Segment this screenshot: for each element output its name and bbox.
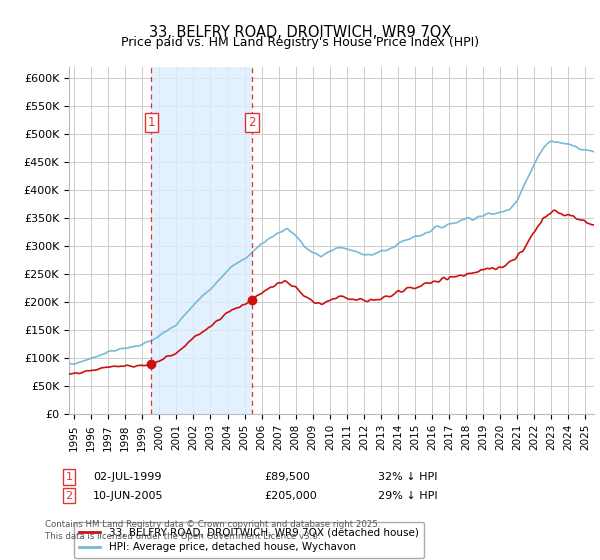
Text: 1: 1 [148, 116, 155, 129]
Text: £205,000: £205,000 [264, 491, 317, 501]
Text: 02-JUL-1999: 02-JUL-1999 [93, 472, 161, 482]
Text: £89,500: £89,500 [264, 472, 310, 482]
Legend: 33, BELFRY ROAD, DROITWICH, WR9 7QX (detached house), HPI: Average price, detach: 33, BELFRY ROAD, DROITWICH, WR9 7QX (det… [74, 522, 424, 558]
Text: 2: 2 [248, 116, 256, 129]
Bar [151, 67, 252, 414]
Text: 2: 2 [65, 491, 73, 501]
Text: 1: 1 [65, 472, 73, 482]
Text: Price paid vs. HM Land Registry's House Price Index (HPI): Price paid vs. HM Land Registry's House … [121, 36, 479, 49]
Text: 29% ↓ HPI: 29% ↓ HPI [378, 491, 437, 501]
Text: 33, BELFRY ROAD, DROITWICH, WR9 7QX: 33, BELFRY ROAD, DROITWICH, WR9 7QX [149, 25, 451, 40]
Text: 10-JUN-2005: 10-JUN-2005 [93, 491, 163, 501]
Text: 32% ↓ HPI: 32% ↓ HPI [378, 472, 437, 482]
Text: Contains HM Land Registry data © Crown copyright and database right 2025.
This d: Contains HM Land Registry data © Crown c… [45, 520, 380, 541]
